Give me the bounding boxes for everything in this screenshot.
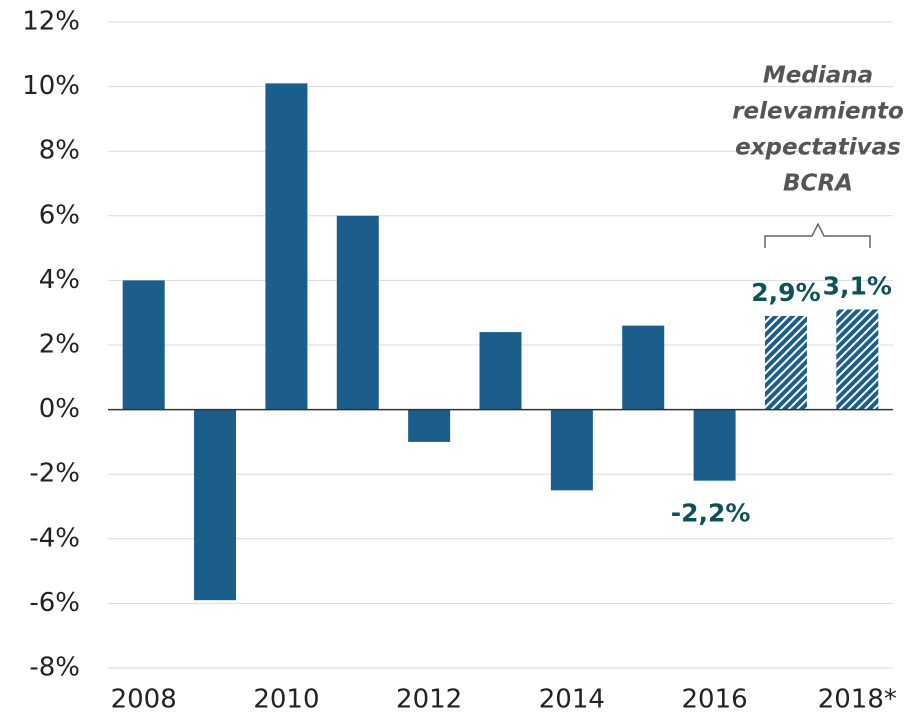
bar [194, 409, 237, 601]
bar [764, 315, 807, 410]
value-label: -2,2% [671, 499, 751, 528]
bracket [764, 222, 871, 248]
y-tick-label: -8% [29, 653, 80, 683]
bar [479, 332, 522, 410]
annotation: Mediana [763, 63, 873, 89]
bar [693, 409, 736, 481]
bar [265, 83, 308, 410]
bar [336, 215, 379, 410]
y-tick-label: 8% [39, 136, 80, 166]
y-tick-label: 6% [39, 200, 80, 230]
annotation: relevamiento [732, 99, 904, 125]
bar [622, 325, 665, 410]
x-tick-label: 2014 [539, 685, 605, 715]
y-tick-label: 4% [39, 265, 80, 295]
x-tick-label: 2016 [682, 685, 748, 715]
y-tick-label: 0% [39, 394, 80, 424]
value-label: 2,9% [751, 278, 820, 307]
y-tick-label: 12% [22, 7, 80, 37]
annotation: expectativas [735, 135, 901, 161]
y-tick-label: -4% [29, 523, 80, 553]
y-tick-label: 2% [39, 330, 80, 360]
x-tick-label: 2010 [253, 685, 319, 715]
y-tick-label: 10% [22, 71, 80, 101]
x-tick-label: 2018* [818, 685, 897, 715]
annotation: BCRA [783, 171, 853, 197]
bar [550, 409, 593, 491]
y-tick-label: -6% [29, 588, 80, 618]
x-tick-label: 2012 [396, 685, 462, 715]
bar [836, 309, 879, 410]
x-tick-label: 2008 [111, 685, 177, 715]
y-tick-label: -2% [29, 459, 80, 489]
bar [122, 280, 165, 410]
value-label: 3,1% [823, 271, 892, 300]
bar [408, 409, 451, 442]
